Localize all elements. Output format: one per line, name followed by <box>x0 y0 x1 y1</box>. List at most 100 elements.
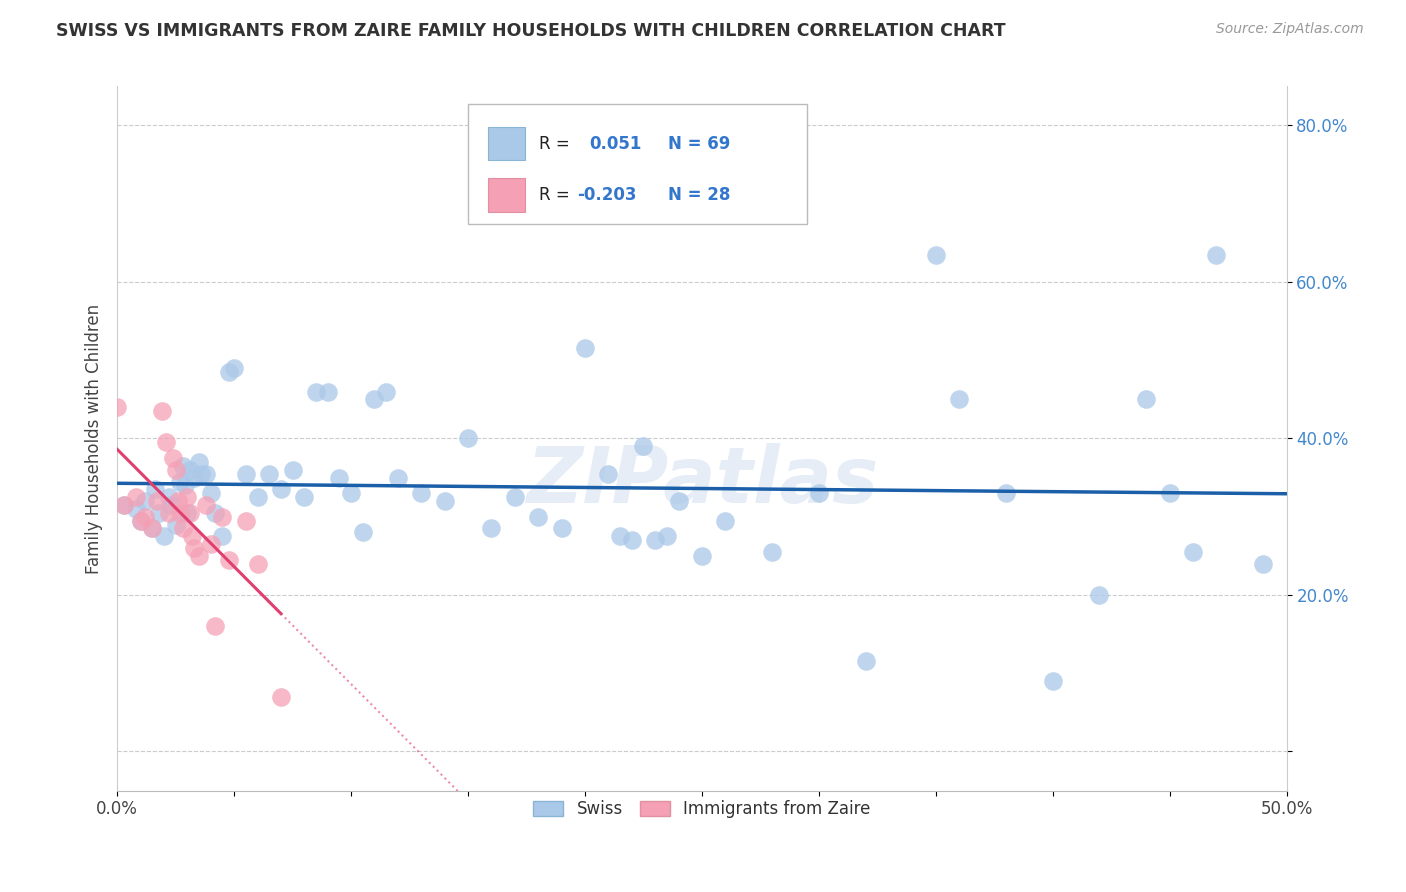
Point <box>527 509 550 524</box>
Point <box>112 498 135 512</box>
Text: R =: R = <box>540 186 569 203</box>
Point <box>129 514 152 528</box>
Point <box>270 690 292 704</box>
Point <box>112 498 135 512</box>
Point <box>948 392 970 407</box>
Point <box>153 529 176 543</box>
Point <box>633 439 655 453</box>
Point <box>125 490 148 504</box>
Point <box>218 553 240 567</box>
Point <box>179 506 201 520</box>
Point <box>174 478 197 492</box>
Point <box>218 365 240 379</box>
Point <box>340 486 363 500</box>
Point <box>105 400 128 414</box>
Point <box>155 435 177 450</box>
FancyBboxPatch shape <box>468 104 807 224</box>
Point <box>150 404 173 418</box>
Point <box>224 361 246 376</box>
Point <box>292 490 315 504</box>
Point <box>807 486 830 500</box>
Point <box>141 521 163 535</box>
Point <box>165 463 187 477</box>
Text: 0.051: 0.051 <box>589 135 643 153</box>
Point <box>172 521 194 535</box>
Point <box>157 490 180 504</box>
Point <box>375 384 398 399</box>
Bar <box>488 178 526 211</box>
Point <box>246 557 269 571</box>
Point <box>690 549 713 563</box>
Point <box>433 494 456 508</box>
Bar <box>488 127 526 161</box>
Point <box>176 506 198 520</box>
Point <box>129 514 152 528</box>
Text: R =: R = <box>540 135 569 153</box>
Point <box>387 470 409 484</box>
Point <box>157 506 180 520</box>
Point <box>609 529 631 543</box>
Point <box>598 467 620 481</box>
Point <box>257 467 280 481</box>
Point <box>1135 392 1157 407</box>
Point <box>457 432 479 446</box>
Point <box>1042 674 1064 689</box>
Point <box>714 514 737 528</box>
Point <box>761 545 783 559</box>
Point <box>190 467 212 481</box>
Point <box>574 342 596 356</box>
Point <box>134 494 156 508</box>
Text: SWISS VS IMMIGRANTS FROM ZAIRE FAMILY HOUSEHOLDS WITH CHILDREN CORRELATION CHART: SWISS VS IMMIGRANTS FROM ZAIRE FAMILY HO… <box>56 22 1005 40</box>
Point <box>270 483 292 497</box>
Point <box>363 392 385 407</box>
Legend: Swiss, Immigrants from Zaire: Swiss, Immigrants from Zaire <box>527 793 877 824</box>
Point <box>188 455 211 469</box>
Point <box>141 521 163 535</box>
Point <box>125 502 148 516</box>
Point <box>179 463 201 477</box>
Point <box>188 549 211 563</box>
Point <box>668 494 690 508</box>
Point <box>503 490 526 504</box>
Point <box>316 384 339 399</box>
Point <box>211 509 233 524</box>
Point <box>183 541 205 555</box>
Point <box>655 529 678 543</box>
Text: -0.203: -0.203 <box>576 186 637 203</box>
Point <box>994 486 1017 500</box>
Point <box>165 517 187 532</box>
Point <box>167 494 190 508</box>
Point <box>925 247 948 261</box>
Text: ZIPatlas: ZIPatlas <box>526 442 877 519</box>
Point <box>183 470 205 484</box>
Point <box>204 506 226 520</box>
Point <box>176 490 198 504</box>
Point <box>235 467 257 481</box>
Point <box>169 506 191 520</box>
Point <box>1205 247 1227 261</box>
Point <box>481 521 503 535</box>
Point <box>169 475 191 489</box>
Point <box>1182 545 1205 559</box>
Point <box>181 529 204 543</box>
Point <box>195 498 218 512</box>
Point <box>200 486 222 500</box>
Point <box>1088 588 1111 602</box>
Y-axis label: Family Households with Children: Family Households with Children <box>86 303 103 574</box>
Point <box>211 529 233 543</box>
Point <box>411 486 433 500</box>
Point <box>550 521 572 535</box>
Point <box>195 467 218 481</box>
Point <box>620 533 643 548</box>
Point <box>148 506 170 520</box>
Text: Source: ZipAtlas.com: Source: ZipAtlas.com <box>1216 22 1364 37</box>
Point <box>200 537 222 551</box>
Point <box>1159 486 1181 500</box>
Point <box>352 525 374 540</box>
Point <box>246 490 269 504</box>
Point <box>235 514 257 528</box>
Point <box>1251 557 1274 571</box>
Point <box>644 533 666 548</box>
Point <box>855 655 877 669</box>
Point <box>162 451 184 466</box>
